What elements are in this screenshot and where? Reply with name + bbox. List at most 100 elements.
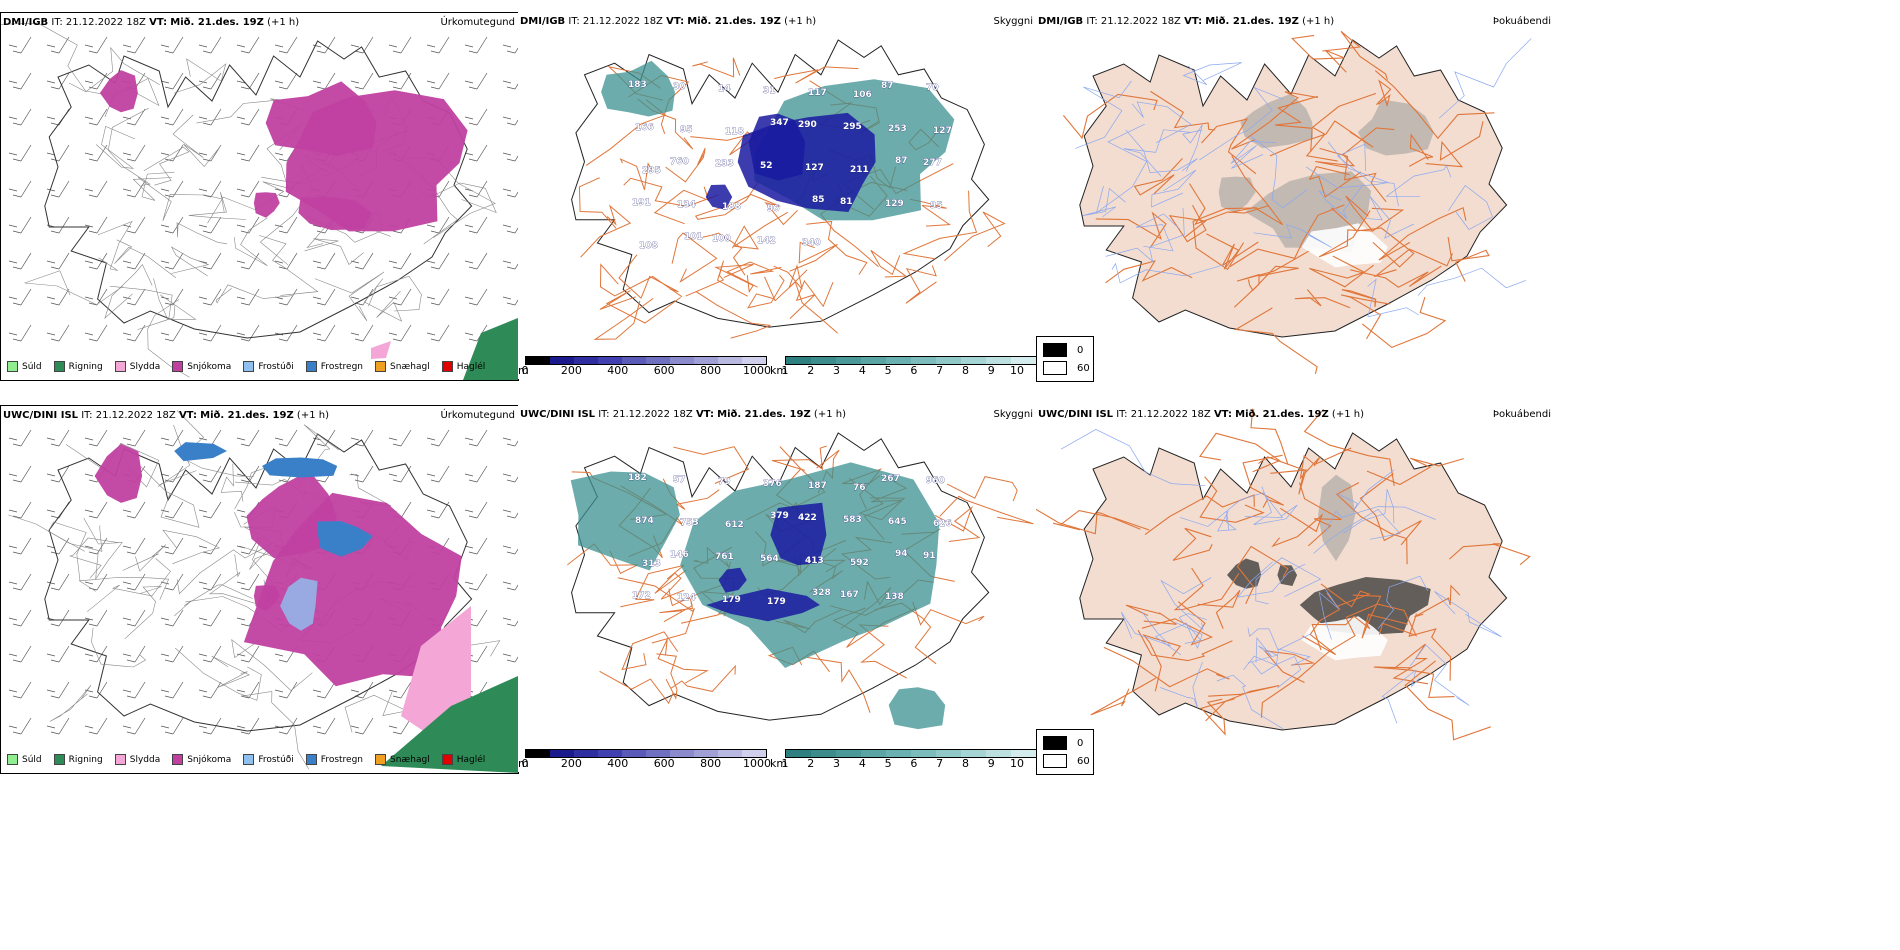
colorbar-step xyxy=(574,750,598,757)
visibility-value-label: 211 xyxy=(850,165,869,175)
visibility-value-label: 761 xyxy=(715,552,734,562)
colorbar-tick: 0 xyxy=(521,757,529,770)
colorbar-tick: 3 xyxy=(833,757,841,770)
colorbar-step xyxy=(1011,357,1036,364)
visibility-value-label: 87 xyxy=(881,81,894,91)
colorbar-tick: 9 xyxy=(987,757,995,770)
visibility-value-label: 146 xyxy=(670,550,689,560)
visibility-value-label: 183 xyxy=(628,80,647,90)
colorbar-tick: 10 xyxy=(1010,757,1024,770)
panel-header: DMI/IGB IT: 21.12.2022 18Z VT: Mið. 21.d… xyxy=(1038,16,1335,27)
colorbar-step xyxy=(718,357,742,364)
visibility-value-label: 313 xyxy=(642,559,661,569)
legend-swatch xyxy=(441,754,453,765)
legend-item-slydda: Slydda xyxy=(114,754,160,765)
unit-m: m xyxy=(518,364,529,377)
visibility-value-label: 96 xyxy=(767,204,780,214)
legend-label: Snjókoma xyxy=(187,754,232,765)
colorbar-tick: 0 xyxy=(521,364,529,377)
colorbar-step xyxy=(622,750,646,757)
colorbar-step xyxy=(936,357,961,364)
colorbar-tick: 7 xyxy=(936,364,944,377)
visibility-value-label: 960 xyxy=(926,476,945,486)
unit-km: km xyxy=(770,364,788,377)
visibility-value-label: 79 xyxy=(718,477,731,487)
visibility-value-label: 191 xyxy=(632,198,651,208)
colorbar-tick: 10 xyxy=(1010,364,1024,377)
visibility-value-label: 117 xyxy=(808,88,827,98)
visibility-value-label: 138 xyxy=(885,592,904,602)
visibility-value-label: 57 xyxy=(673,475,686,485)
visibility-value-label: 167 xyxy=(840,590,859,600)
visibility-value-label: 106 xyxy=(853,90,872,100)
colorbar-step xyxy=(550,357,574,364)
visibility-value-label: 179 xyxy=(722,595,741,605)
colorbar-step xyxy=(1011,750,1036,757)
colorbar-step xyxy=(886,357,911,364)
legend-label: Rigning xyxy=(68,361,103,372)
colorbar-step xyxy=(786,357,811,364)
colorbar-tick: 8 xyxy=(961,757,969,770)
colorbar-tick: 4 xyxy=(858,364,866,377)
visibility-value-label: 760 xyxy=(670,157,689,167)
legend-item-snjókoma: Snjókoma xyxy=(172,361,231,372)
colorbar-step xyxy=(574,357,598,364)
colorbar-tick: 600 xyxy=(653,757,675,770)
colorbar-step xyxy=(836,357,861,364)
colorbar-step xyxy=(886,750,911,757)
visibility-value-label: 253 xyxy=(888,124,907,134)
colorbar-tick: 600 xyxy=(653,364,675,377)
visibility-value-label: 172 xyxy=(632,591,651,601)
visibility-value-label: 188 xyxy=(722,202,741,212)
legend-swatch xyxy=(114,361,126,372)
colorbar-tick: 200 xyxy=(560,757,582,770)
legend-swatch xyxy=(375,754,387,765)
colorbar-step xyxy=(694,750,718,757)
legend-swatch xyxy=(7,754,18,765)
visibility-value-label: 295 xyxy=(843,122,862,132)
colorbar-tick: 1000 xyxy=(743,364,771,377)
visibility-map-top: 183 30 14 31 117 106 87 70 166 95 118 347 290 295 253 1… xyxy=(571,39,1006,340)
visibility-value-label: 753 xyxy=(680,518,699,528)
visibility-value-label: 267 xyxy=(881,474,900,484)
colorbar-step xyxy=(986,750,1011,757)
legend-swatch xyxy=(53,754,65,765)
visibility-colorbar-m-bottom xyxy=(525,749,767,758)
colorbar-step xyxy=(911,357,936,364)
precip-type-panel-bottom: UWC/DINI ISL IT: 21.12.2022 18Z VT: Mið.… xyxy=(0,405,519,774)
visibility-value-label: 124 xyxy=(677,593,696,603)
visibility-panel-bottom: 182 57 79 376 187 76 267 960 874 753 612 379 422 583 6… xyxy=(518,405,1036,772)
legend-label: Slydda xyxy=(129,361,161,372)
colorbar-step xyxy=(646,750,670,757)
panel-title: Úrkomutegund xyxy=(440,17,515,28)
colorbar-tick: 200 xyxy=(560,364,582,377)
colorbar-tick: 9 xyxy=(987,364,995,377)
panel-header: UWC/DINI ISL IT: 21.12.2022 18Z VT: Mið.… xyxy=(3,410,329,421)
visibility-value-label: 328 xyxy=(812,588,831,598)
panel-header: DMI/IGB IT: 21.12.2022 18Z VT: Mið. 21.d… xyxy=(520,16,817,27)
colorbar-step xyxy=(786,750,811,757)
colorbar-tick: 6 xyxy=(910,757,918,770)
colorbar-step xyxy=(526,750,550,757)
legend-item-haglél: Haglél xyxy=(441,361,485,372)
colorbar-step xyxy=(598,357,622,364)
colorbar-step xyxy=(861,750,886,757)
visibility-value-label: 295 xyxy=(642,166,661,176)
legend-item-slydda: Slydda xyxy=(114,361,161,372)
legend-item-haglél: Haglél xyxy=(441,754,485,765)
visibility-value-label: 564 xyxy=(760,554,779,564)
colorbar-step xyxy=(718,750,742,757)
colorbar-step xyxy=(670,750,694,757)
colorbar-step xyxy=(861,357,886,364)
colorbar-tick: 4 xyxy=(858,757,866,770)
colorbar-step xyxy=(742,357,766,364)
visibility-value-label: 290 xyxy=(798,120,817,130)
visibility-value-label: 379 xyxy=(770,511,789,521)
precip-legend: Súld Rigning Slydda Snjókoma Frostúði Frostre… xyxy=(7,361,485,372)
legend-label: Rigning xyxy=(68,754,103,765)
legend-item-rigning: Rigning xyxy=(53,361,103,372)
panel-title: Úrkomutegund xyxy=(440,410,515,421)
colorbar-step xyxy=(911,750,936,757)
legend-item-frostúði: Frostúði xyxy=(243,361,294,372)
colorbar-tick: 1 xyxy=(781,364,789,377)
